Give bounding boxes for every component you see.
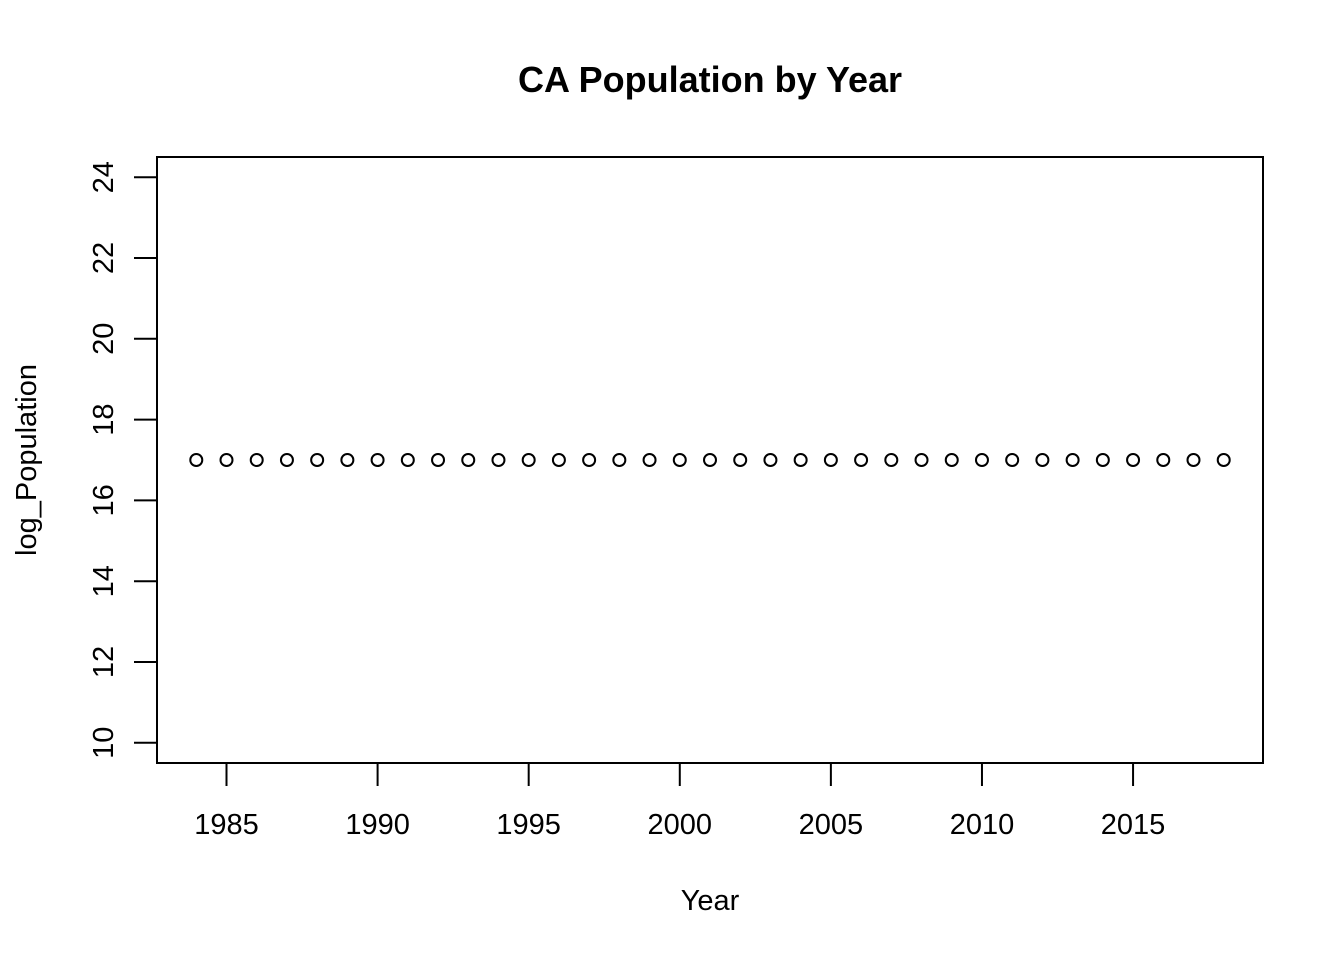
data-point — [1156, 453, 1171, 467]
data-point — [582, 453, 597, 467]
data-point — [914, 453, 929, 467]
data-point — [763, 453, 778, 467]
data-point — [310, 453, 325, 467]
data-point — [703, 453, 717, 467]
data-point — [793, 453, 808, 467]
x-tick-label: 1985 — [194, 809, 259, 841]
x-tick-label: 1995 — [496, 809, 561, 841]
y-tick-label: 18 — [88, 403, 120, 435]
data-point — [461, 453, 476, 467]
y-tick-label: 16 — [88, 484, 120, 516]
data-point — [944, 453, 959, 467]
data-point — [884, 453, 899, 467]
data-point — [551, 453, 566, 467]
data-point — [1216, 453, 1231, 467]
data-point — [642, 453, 657, 467]
data-point — [370, 453, 385, 467]
y-tick-label: 14 — [88, 565, 120, 597]
data-point — [733, 453, 748, 467]
x-tick-label: 2010 — [950, 809, 1015, 841]
data-points — [189, 453, 1231, 467]
x-tick-label: 2000 — [648, 809, 713, 841]
data-point — [279, 453, 294, 467]
data-point — [189, 453, 204, 467]
y-tick-label: 24 — [88, 161, 120, 193]
data-point — [249, 453, 264, 467]
data-point — [974, 453, 989, 467]
y-tick-label: 20 — [88, 323, 120, 355]
x-axis: 1985 1990 1995 2000 2005 2010 2015 — [194, 762, 1166, 841]
data-point — [491, 453, 506, 467]
x-tick-label: 1990 — [345, 809, 410, 841]
data-point — [1095, 453, 1110, 467]
x-tick-label: 2015 — [1101, 809, 1166, 841]
y-axis-label: log_Population — [11, 364, 43, 556]
data-point — [340, 453, 355, 467]
data-point — [1186, 453, 1201, 467]
data-point — [612, 453, 627, 467]
data-point — [672, 453, 687, 467]
data-point — [1035, 453, 1050, 467]
data-point — [1005, 453, 1020, 467]
data-point — [431, 453, 446, 467]
chart-title: CA Population by Year — [518, 59, 902, 100]
data-point — [823, 453, 838, 467]
y-tick-label: 10 — [88, 727, 120, 759]
y-tick-label: 12 — [88, 646, 120, 678]
x-axis-label: Year — [681, 885, 740, 917]
data-point — [219, 453, 234, 467]
x-tick-label: 2005 — [799, 809, 864, 841]
data-point — [521, 453, 536, 467]
y-axis: 10 12 14 16 18 20 22 24 — [88, 161, 158, 759]
data-point — [1065, 453, 1080, 467]
data-point — [854, 453, 869, 467]
y-tick-label: 22 — [88, 242, 120, 274]
data-point — [400, 453, 415, 467]
data-point — [1126, 453, 1141, 467]
